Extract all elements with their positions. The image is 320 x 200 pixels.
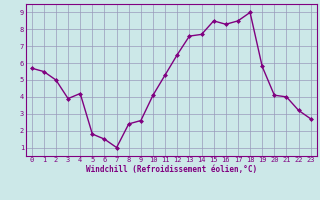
X-axis label: Windchill (Refroidissement éolien,°C): Windchill (Refroidissement éolien,°C) xyxy=(86,165,257,174)
